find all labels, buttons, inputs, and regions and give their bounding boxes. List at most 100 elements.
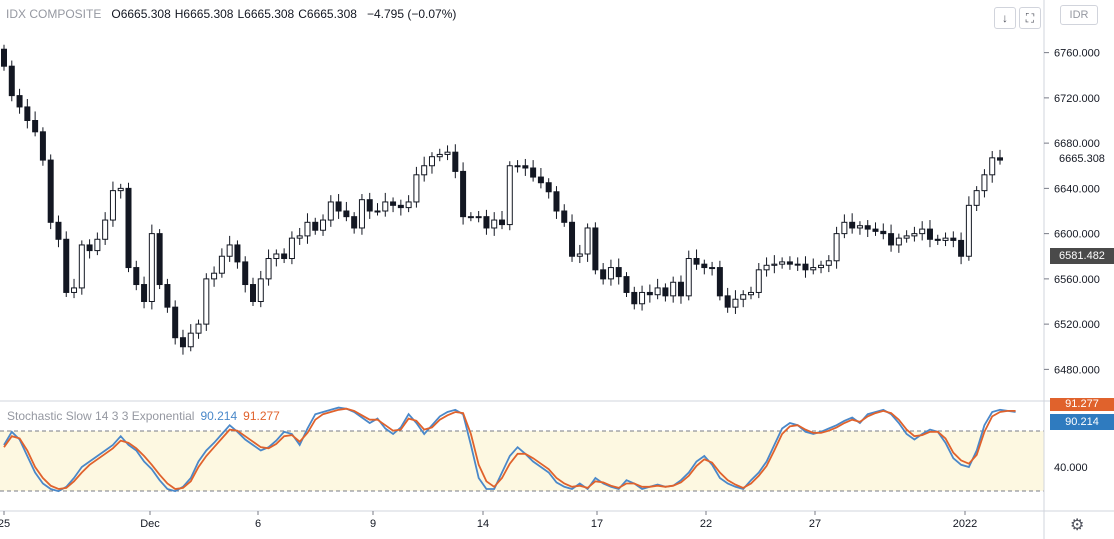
candle xyxy=(997,149,1003,165)
price-axis[interactable]: 6760.000 6720.000 6680.000 6640.000 6600.000… xyxy=(1044,48,1100,474)
candle xyxy=(117,183,124,199)
candle xyxy=(934,234,941,245)
candle xyxy=(397,199,404,216)
price-tick-label: 6640.000 xyxy=(1054,183,1100,195)
candle xyxy=(265,249,272,286)
gear-icon[interactable]: ⚙ xyxy=(1070,517,1085,534)
candle xyxy=(981,169,988,198)
candle xyxy=(499,211,505,230)
stoch-legend: Stochastic Slow 14 3 3 Exponential 90.214… xyxy=(7,409,280,423)
candle xyxy=(491,212,498,236)
candle xyxy=(351,212,358,234)
candle xyxy=(428,152,435,174)
time-tick-label: 27 xyxy=(809,518,821,530)
candle xyxy=(141,276,148,309)
candle xyxy=(203,273,210,331)
candle xyxy=(250,277,256,307)
candle xyxy=(569,214,576,262)
candle xyxy=(63,231,70,297)
candle xyxy=(366,192,373,219)
candle xyxy=(164,278,171,313)
candle xyxy=(1,44,7,71)
candle xyxy=(467,212,474,222)
time-tick-label: 14 xyxy=(477,518,489,530)
candle xyxy=(530,160,537,182)
candle xyxy=(607,259,614,286)
candle xyxy=(382,192,389,217)
symbol-name[interactable]: IDX COMPOSITE xyxy=(6,7,102,21)
candle xyxy=(942,232,949,247)
candle xyxy=(973,186,980,211)
candle xyxy=(86,239,93,259)
stoch-k-badge: 90.214 xyxy=(1050,414,1114,430)
candle xyxy=(763,257,770,277)
candle xyxy=(296,227,303,245)
price-tick-label: 6760.000 xyxy=(1054,48,1100,60)
candle xyxy=(646,284,653,303)
fullscreen-icon[interactable]: ⛶ xyxy=(1019,7,1041,29)
candle xyxy=(444,145,451,161)
candle xyxy=(8,60,15,102)
candle xyxy=(989,151,996,183)
candle xyxy=(631,286,638,310)
candle xyxy=(662,283,669,302)
candle xyxy=(825,255,832,273)
candle xyxy=(818,260,825,274)
candle xyxy=(965,196,972,261)
candle xyxy=(16,88,23,114)
candle xyxy=(125,182,132,273)
candle xyxy=(693,249,700,270)
candle xyxy=(218,248,225,278)
candle xyxy=(312,217,319,235)
candle xyxy=(133,260,140,291)
candle xyxy=(623,272,630,297)
stoch-d-value: 91.277 xyxy=(243,409,280,423)
price-tick-label: 6680.000 xyxy=(1054,138,1100,150)
candle xyxy=(872,222,879,236)
candle xyxy=(24,99,31,129)
candle xyxy=(234,240,241,269)
low-value: 6665.308 xyxy=(244,7,295,21)
stoch-band xyxy=(0,431,1044,491)
candle xyxy=(888,224,895,252)
candle xyxy=(740,290,747,308)
time-axis[interactable]: 25 Dec 6 9 14 17 22 27 2022 xyxy=(0,511,977,530)
candle xyxy=(561,204,568,227)
candle xyxy=(522,158,529,176)
candle xyxy=(172,300,179,345)
candle xyxy=(281,248,288,264)
candle xyxy=(273,249,280,267)
candle xyxy=(810,258,817,275)
download-icon[interactable]: ↓ xyxy=(994,7,1016,29)
candle xyxy=(257,270,264,308)
candle xyxy=(71,278,78,299)
candle xyxy=(39,127,46,166)
time-tick-label: 9 xyxy=(370,518,376,530)
stoch-tick-label: 40.000 xyxy=(1054,462,1088,474)
candle xyxy=(841,214,848,239)
candle xyxy=(506,161,513,231)
candle xyxy=(288,231,295,265)
candle xyxy=(553,186,560,219)
candle xyxy=(771,255,778,274)
candle xyxy=(211,266,218,287)
time-tick-label: 22 xyxy=(700,518,712,530)
candle xyxy=(436,148,443,162)
time-tick-label: 2022 xyxy=(953,518,977,530)
candle xyxy=(537,168,544,189)
candle xyxy=(724,287,731,313)
candle xyxy=(701,259,708,275)
candles-layer xyxy=(1,44,1003,355)
open-value: 6665.308 xyxy=(120,7,171,21)
candle xyxy=(670,276,677,303)
candle xyxy=(514,160,521,173)
candle xyxy=(833,226,840,269)
candle xyxy=(148,224,155,310)
candle xyxy=(187,324,194,352)
time-tick-label: 6 xyxy=(255,518,261,530)
candle xyxy=(304,213,311,244)
stoch-name[interactable]: Stochastic Slow 14 3 3 Exponential xyxy=(7,409,195,423)
currency-select[interactable]: IDR xyxy=(1060,5,1098,25)
candle xyxy=(958,232,965,265)
